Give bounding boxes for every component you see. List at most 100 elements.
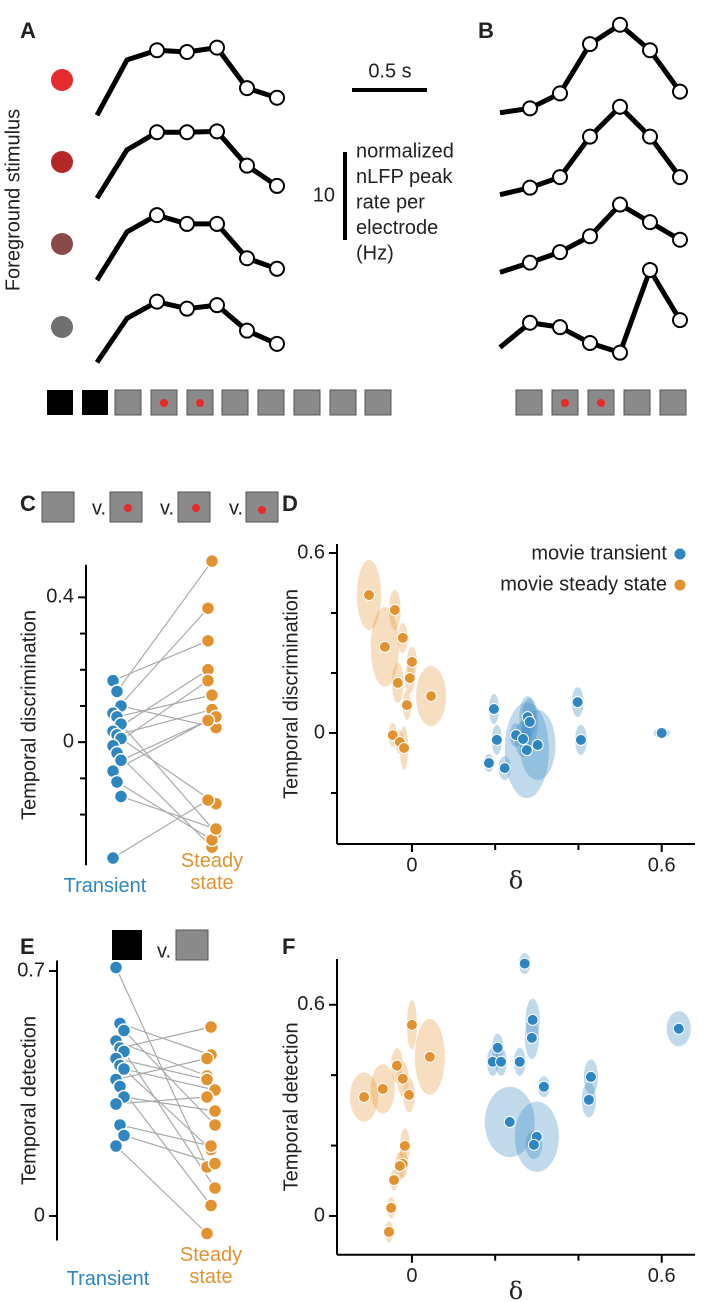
- y-tick-label: 0.4: [46, 586, 74, 608]
- point: [526, 1013, 539, 1026]
- time-scale-label: 0.5 s: [368, 60, 411, 82]
- point: [487, 703, 500, 715]
- pair-line: [123, 1134, 216, 1165]
- rate-scale-label: nLFP peak: [356, 166, 453, 188]
- point: [423, 1050, 436, 1063]
- trace-point: [209, 297, 225, 314]
- trace-point: [672, 169, 688, 186]
- comparison-label: v.: [160, 497, 174, 519]
- pair-line: [116, 752, 213, 848]
- point: [383, 1225, 396, 1238]
- point: [574, 733, 587, 746]
- point: [584, 1070, 597, 1083]
- point: [105, 850, 121, 866]
- legend-marker: [673, 578, 687, 592]
- point: [398, 742, 411, 754]
- trace-point: [582, 36, 598, 53]
- point: [400, 699, 413, 712]
- point: [207, 1103, 223, 1119]
- trace-point: [209, 123, 225, 140]
- pair-line: [123, 1068, 216, 1091]
- category-label: Transient: [63, 875, 147, 897]
- point: [388, 604, 401, 616]
- point: [378, 640, 391, 653]
- point: [527, 1138, 540, 1151]
- point: [482, 757, 495, 769]
- point: [498, 762, 511, 775]
- y-axis-label: Temporal discrimination: [280, 589, 302, 799]
- point: [203, 1198, 219, 1213]
- trace-point: [269, 335, 285, 352]
- thumbnails: [41, 389, 687, 961]
- trace-point: [612, 16, 628, 33]
- trace-point: [269, 89, 285, 106]
- trace-point: [552, 319, 568, 336]
- pair-line: [119, 1086, 212, 1206]
- trace-point: [149, 207, 165, 224]
- pair-line: [112, 719, 209, 772]
- trace-point: [582, 335, 598, 351]
- point: [582, 1093, 595, 1106]
- point: [203, 1019, 219, 1035]
- pair-line: [112, 799, 209, 859]
- rate-scale-label: rate per: [356, 191, 425, 213]
- pair-line: [115, 967, 208, 1168]
- comparison-label: v.: [92, 497, 106, 519]
- y-tick-label: 0.6: [297, 993, 325, 1015]
- pair-line: [119, 1026, 212, 1049]
- y-tick-label: 0: [34, 1204, 45, 1226]
- point: [204, 553, 220, 569]
- trace-point: [612, 98, 628, 115]
- trace-point: [239, 250, 255, 267]
- trace-point: [672, 231, 688, 248]
- trace-point: [149, 293, 165, 310]
- point: [513, 1055, 526, 1068]
- pair-line: [119, 1065, 212, 1150]
- point: [391, 676, 404, 689]
- point: [109, 684, 125, 699]
- point: [396, 631, 409, 644]
- pair-line: [112, 607, 209, 714]
- y-tick-label: 0: [314, 721, 325, 743]
- pair-line: [116, 709, 213, 736]
- category-label: Steady state: [180, 850, 244, 894]
- category-label: Transient: [66, 1268, 150, 1290]
- trace-point: [179, 44, 195, 60]
- rate-scale-label: normalized: [356, 140, 454, 162]
- stimulus-dot: [51, 233, 73, 255]
- legend-label: movie transient: [531, 542, 667, 564]
- point: [199, 1226, 215, 1241]
- trace-point: [522, 314, 538, 331]
- point: [525, 1031, 538, 1044]
- point: [200, 713, 216, 728]
- point: [517, 733, 530, 745]
- trace-point: [149, 42, 165, 59]
- point: [518, 957, 531, 970]
- y-tick-label: 0.7: [17, 959, 45, 981]
- point: [388, 1174, 401, 1187]
- stimulus-dot: [51, 316, 73, 338]
- point: [207, 1180, 223, 1196]
- pair-line: [120, 723, 217, 834]
- y-tick-label: 0.6: [297, 541, 325, 563]
- category-label: Steady state: [179, 1244, 243, 1288]
- pair-line: [120, 795, 217, 830]
- y-axis-label: Temporal discrimination: [18, 610, 40, 820]
- trace-point: [269, 260, 285, 277]
- y-tick-label: 0: [314, 1204, 325, 1226]
- pair-line: [116, 694, 213, 718]
- comparison-label: v.: [157, 940, 171, 962]
- trace-point: [522, 179, 538, 196]
- point: [405, 1018, 418, 1031]
- point: [672, 1022, 685, 1035]
- trace-point: [209, 215, 225, 232]
- pair-line: [120, 738, 217, 805]
- trace-point: [179, 300, 195, 317]
- panel-label: D: [282, 491, 298, 516]
- trace-point: [522, 100, 538, 117]
- stimulus-dot: [51, 151, 73, 173]
- pair-line: [115, 1145, 208, 1234]
- point: [503, 1115, 516, 1128]
- pair-line: [112, 680, 209, 747]
